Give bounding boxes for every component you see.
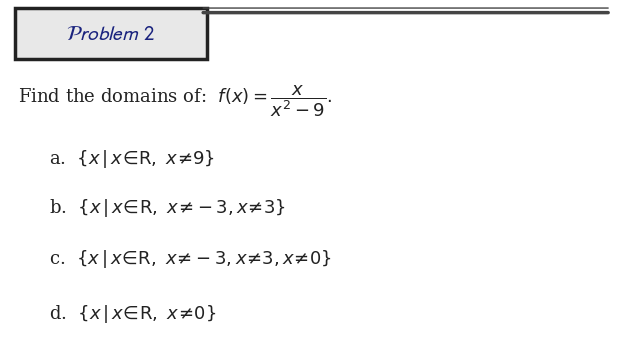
Text: b.  $\{x\,|\,x\!\in\!\mathrm{R},\ x\!\neq\!-3, x\!\neq\!3\}$: b. $\{x\,|\,x\!\in\!\mathrm{R},\ x\!\neq… [49, 197, 286, 219]
Text: $\mathcal{Problem\ 2}$: $\mathcal{Problem\ 2}$ [66, 24, 156, 44]
Text: c.  $\{x\,|\,x\!\in\!\mathrm{R},\ x\!\neq\!-3, x\!\neq\!3, x\!\neq\!0\}$: c. $\{x\,|\,x\!\in\!\mathrm{R},\ x\!\neq… [49, 248, 332, 270]
Text: a.  $\{x\,|\,x\!\in\!\mathrm{R},\ x\!\neq\!9\}$: a. $\{x\,|\,x\!\in\!\mathrm{R},\ x\!\neq… [49, 148, 214, 170]
FancyBboxPatch shape [15, 8, 207, 59]
Text: d.  $\{x\,|\,x\!\in\!\mathrm{R},\ x\!\neq\!0\}$: d. $\{x\,|\,x\!\in\!\mathrm{R},\ x\!\neq… [49, 303, 216, 325]
Text: Find the domains of:  $f(x)=\dfrac{x}{x^2-9}.$: Find the domains of: $f(x)=\dfrac{x}{x^2… [18, 83, 333, 119]
